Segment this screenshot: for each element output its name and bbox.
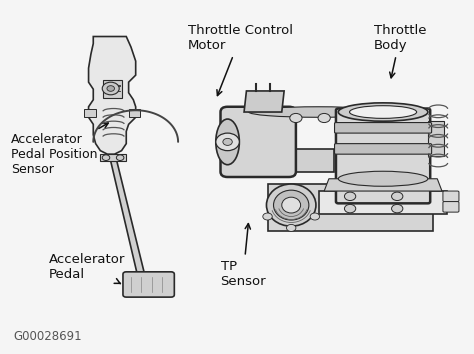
- Text: Throttle
Body: Throttle Body: [374, 24, 426, 78]
- Polygon shape: [428, 121, 444, 156]
- FancyBboxPatch shape: [443, 201, 459, 212]
- Ellipse shape: [266, 184, 316, 226]
- Polygon shape: [244, 91, 284, 112]
- Text: Accelerator
Pedal: Accelerator Pedal: [48, 252, 125, 284]
- FancyBboxPatch shape: [443, 191, 459, 201]
- FancyBboxPatch shape: [336, 109, 430, 203]
- Circle shape: [345, 192, 356, 200]
- FancyBboxPatch shape: [335, 144, 432, 154]
- Text: Accelerator
Pedal Position
Sensor: Accelerator Pedal Position Sensor: [11, 123, 108, 176]
- Circle shape: [216, 133, 239, 151]
- Text: G00028691: G00028691: [13, 330, 82, 343]
- FancyBboxPatch shape: [220, 107, 296, 177]
- Circle shape: [263, 213, 272, 220]
- Polygon shape: [319, 191, 447, 214]
- Polygon shape: [84, 109, 96, 117]
- FancyBboxPatch shape: [123, 272, 174, 297]
- FancyBboxPatch shape: [335, 122, 432, 133]
- Circle shape: [310, 213, 319, 220]
- Circle shape: [286, 224, 296, 232]
- Polygon shape: [324, 179, 442, 191]
- Circle shape: [107, 86, 115, 91]
- Polygon shape: [111, 161, 147, 288]
- Circle shape: [102, 82, 119, 95]
- Circle shape: [392, 192, 403, 200]
- Polygon shape: [103, 80, 121, 98]
- Ellipse shape: [249, 107, 388, 117]
- Ellipse shape: [282, 197, 301, 213]
- Ellipse shape: [338, 103, 428, 121]
- Circle shape: [392, 204, 403, 213]
- Text: Throttle Control
Motor: Throttle Control Motor: [188, 24, 292, 96]
- Ellipse shape: [273, 190, 309, 220]
- Circle shape: [290, 113, 302, 122]
- Text: TP
Sensor: TP Sensor: [220, 224, 266, 287]
- Circle shape: [223, 138, 232, 145]
- Circle shape: [345, 204, 356, 213]
- Polygon shape: [100, 154, 126, 161]
- Circle shape: [117, 155, 124, 160]
- Polygon shape: [284, 149, 334, 172]
- Ellipse shape: [349, 106, 417, 118]
- Polygon shape: [128, 109, 140, 117]
- Polygon shape: [89, 36, 136, 154]
- Polygon shape: [268, 184, 433, 232]
- Ellipse shape: [216, 119, 239, 165]
- Circle shape: [318, 113, 330, 122]
- Ellipse shape: [338, 171, 428, 186]
- Circle shape: [102, 155, 110, 160]
